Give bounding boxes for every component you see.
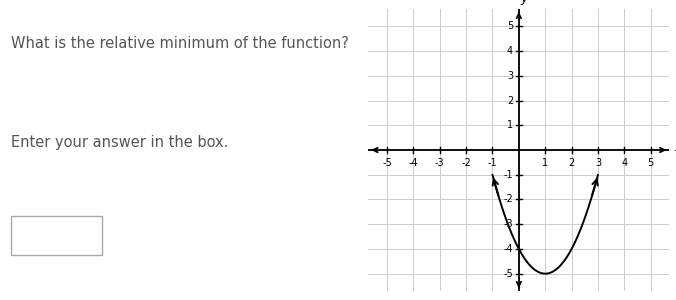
Text: -5: -5: [382, 158, 392, 168]
Text: 5: 5: [648, 158, 654, 168]
Text: 5: 5: [507, 21, 513, 31]
Text: -5: -5: [503, 269, 513, 279]
FancyBboxPatch shape: [11, 216, 102, 255]
Text: 1: 1: [507, 120, 513, 130]
Text: -1: -1: [487, 158, 498, 168]
Text: 4: 4: [621, 158, 627, 168]
Text: 2: 2: [507, 95, 513, 106]
Text: 4: 4: [507, 46, 513, 56]
Text: -2: -2: [461, 158, 471, 168]
Text: -3: -3: [435, 158, 445, 168]
Text: Enter your answer in the box.: Enter your answer in the box.: [11, 135, 228, 150]
Text: -2: -2: [503, 194, 513, 205]
Text: -3: -3: [504, 219, 513, 229]
Text: y: y: [520, 0, 527, 5]
Text: x: x: [675, 140, 676, 154]
Text: -4: -4: [504, 244, 513, 254]
Text: 1: 1: [542, 158, 548, 168]
Text: What is the relative minimum of the function?: What is the relative minimum of the func…: [11, 36, 349, 51]
Text: 3: 3: [507, 71, 513, 81]
Text: 2: 2: [569, 158, 575, 168]
Text: -4: -4: [408, 158, 418, 168]
Text: -1: -1: [504, 170, 513, 180]
Text: 3: 3: [595, 158, 601, 168]
